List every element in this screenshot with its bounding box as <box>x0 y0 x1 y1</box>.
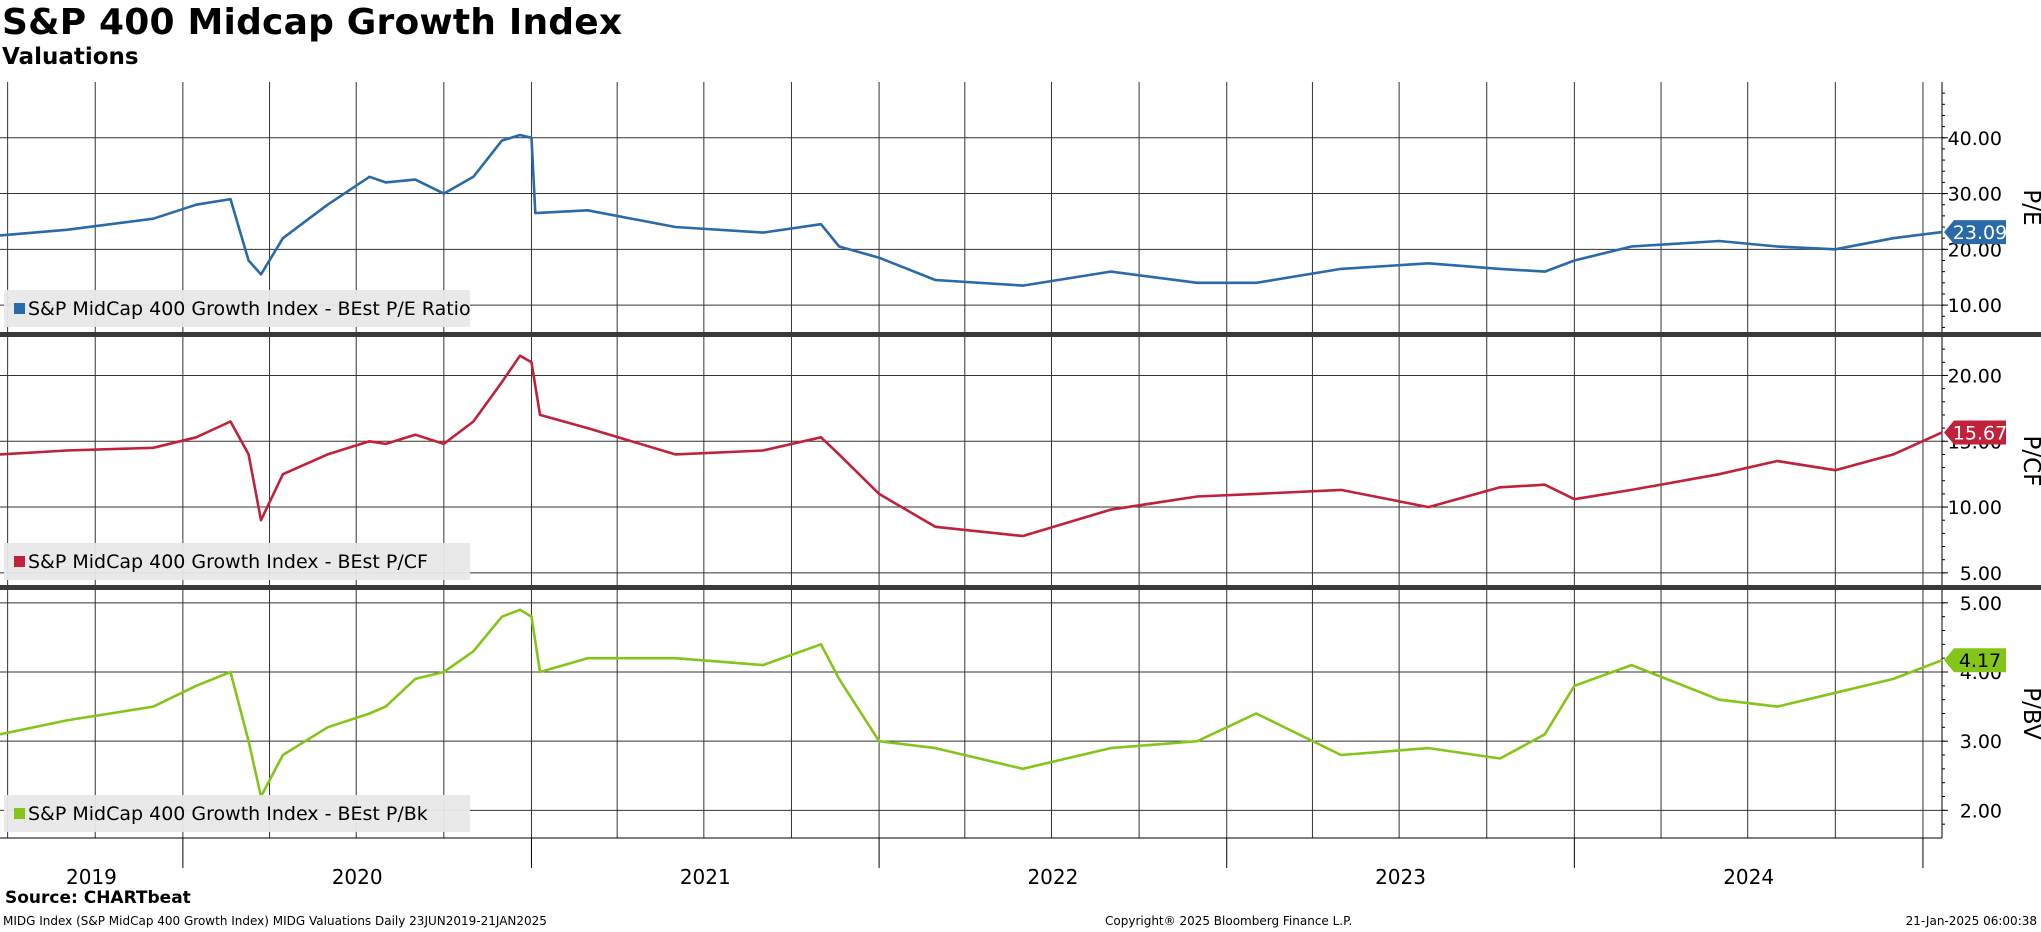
y-tick-label: 3.00 <box>1960 731 2002 753</box>
legend-swatch <box>14 556 25 567</box>
legend-swatch <box>14 303 25 314</box>
y-tick-label: 30.00 <box>1948 184 2002 206</box>
x-tick-label: 2024 <box>1723 865 1774 889</box>
x-tick-label: 2021 <box>680 865 731 889</box>
last-value-tag <box>1944 648 2006 673</box>
y-axis-label: P/CF <box>2018 436 2041 487</box>
y-tick-label: 5.00 <box>1960 593 2002 615</box>
legend-swatch <box>14 808 25 819</box>
y-tick-label: 2.00 <box>1960 800 2002 822</box>
last-value-label: 4.17 <box>1959 650 2001 672</box>
y-tick-label: 10.00 <box>1948 497 2002 519</box>
chart-subtitle: Valuations <box>2 44 139 70</box>
y-tick-label: 20.00 <box>1948 365 2002 387</box>
y-tick-label: 20.00 <box>1948 239 2002 261</box>
last-value-tag <box>1944 220 2006 245</box>
legend-label: S&P MidCap 400 Growth Index - BEst P/E R… <box>28 298 471 320</box>
footer-timestamp: 21-Jan-2025 06:00:38 <box>1905 914 2037 928</box>
legend-label: S&P MidCap 400 Growth Index - BEst P/CF <box>28 551 428 573</box>
y-axis-label: P/BV <box>2018 687 2041 740</box>
last-value-label: 15.67 <box>1953 422 2007 444</box>
series-line <box>0 608 1943 798</box>
footer-copyright: Copyright® 2025 Bloomberg Finance L.P. <box>1105 914 1353 928</box>
series-line <box>0 133 1943 287</box>
x-tick-label: 2020 <box>332 865 383 889</box>
series-line <box>0 354 1943 538</box>
source-note: Source: CHARTbeat <box>5 888 191 908</box>
y-tick-label: 5.00 <box>1960 563 2002 585</box>
legend-box <box>4 290 470 327</box>
chart-title: S&P 400 Midcap Growth Index <box>2 2 623 43</box>
x-tick-label: 2022 <box>1027 865 1078 889</box>
legend-box <box>4 795 470 832</box>
x-tick-label: 2023 <box>1375 865 1426 889</box>
y-tick-label: 40.00 <box>1948 128 2002 150</box>
legend-box <box>4 543 470 580</box>
panel-separator <box>0 585 2041 590</box>
last-value-label: 23.09 <box>1953 222 2007 244</box>
legend-label: S&P MidCap 400 Growth Index - BEst P/Bk <box>28 803 428 825</box>
x-tick-label: 2019 <box>66 865 117 889</box>
panel-separator <box>0 332 2041 337</box>
footer-description: MIDG Index (S&P MidCap 400 Growth Index)… <box>3 914 547 928</box>
y-axis-label: P/E <box>2018 189 2041 225</box>
y-tick-label: 10.00 <box>1948 295 2002 317</box>
last-value-tag <box>1944 420 2006 445</box>
